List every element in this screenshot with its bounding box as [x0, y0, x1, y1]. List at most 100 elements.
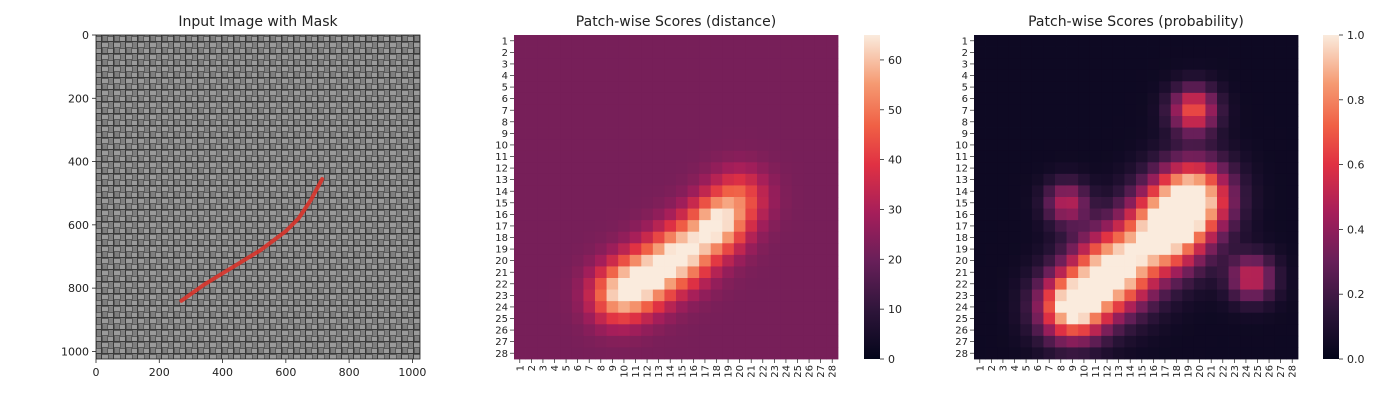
- heatmap-cell: [664, 173, 677, 186]
- heatmap-cell: [606, 278, 619, 290]
- heatmap-cell: [1170, 81, 1183, 94]
- heatmap-cell: [1228, 46, 1241, 59]
- heatmap-cell: [722, 243, 735, 256]
- heatmap-cell: [1031, 150, 1044, 163]
- heatmap-cell: [710, 266, 723, 279]
- heatmap-cell: [1205, 312, 1218, 325]
- heatmap-cell: [1008, 335, 1021, 348]
- colorbar-tick-label: 0: [888, 353, 895, 366]
- heatmap-cell: [710, 58, 723, 71]
- row-label: 4: [962, 71, 968, 82]
- heatmap-cell: [985, 162, 998, 175]
- heatmap-cell: [1286, 347, 1299, 360]
- heatmap-cell: [583, 220, 596, 233]
- heatmap-cell: [583, 324, 596, 337]
- heatmap-cell: [814, 231, 827, 244]
- heatmap-cell: [1274, 301, 1287, 314]
- heatmap-cell: [560, 46, 573, 59]
- heatmap-cell: [1136, 116, 1148, 128]
- heatmap-cell: [974, 208, 986, 221]
- heatmap-cell: [514, 69, 526, 82]
- heatmap-cell: [1286, 35, 1299, 47]
- heatmap-cell: [641, 278, 654, 290]
- heatmap-cell: [1136, 150, 1148, 163]
- heatmap-cell: [1008, 81, 1021, 94]
- heatmap-cell: [1251, 116, 1264, 128]
- heatmap-cell: [1031, 185, 1044, 198]
- heatmap-cell: [560, 324, 573, 337]
- heatmap-cell: [1182, 197, 1195, 209]
- heatmap-cell: [537, 139, 550, 152]
- heatmap-cell: [733, 312, 746, 325]
- row-label: 11: [495, 152, 508, 163]
- heatmap-cell: [1286, 162, 1299, 175]
- heatmap-cell: [629, 58, 642, 71]
- heatmap-cell: [1205, 335, 1218, 348]
- heatmap-cell: [826, 324, 839, 337]
- heatmap-cell: [1089, 324, 1102, 337]
- heatmap-cell: [606, 185, 619, 198]
- heatmap-cell: [1078, 278, 1091, 290]
- heatmap-cell: [1274, 243, 1287, 256]
- col-label: 27: [1276, 365, 1287, 378]
- heatmap-cell: [583, 185, 596, 198]
- heatmap-cell: [548, 324, 561, 337]
- heatmap-cell: [618, 150, 631, 163]
- heatmap-cell: [1008, 173, 1021, 186]
- heatmap-cell: [757, 35, 769, 47]
- heatmap-cell: [1020, 312, 1033, 325]
- heatmap-cell: [595, 312, 607, 325]
- heatmap-cell: [1182, 104, 1195, 117]
- heatmap-cell: [687, 335, 700, 348]
- heatmap-cell: [1078, 127, 1091, 140]
- heatmap-cell: [1217, 46, 1229, 59]
- heatmap-cell: [1228, 278, 1241, 290]
- colorbar-tick-label: 0.4: [1347, 223, 1365, 236]
- heatmap-cell: [548, 243, 561, 256]
- heatmap-cell: [583, 231, 596, 244]
- x-tick-label: 800: [339, 366, 360, 379]
- heatmap-cell: [664, 197, 677, 209]
- heatmap-cell: [687, 81, 700, 94]
- heatmap-cell: [1008, 324, 1021, 337]
- heatmap-cell: [1101, 81, 1114, 94]
- heatmap-cell: [1101, 173, 1114, 186]
- heatmap-cell: [583, 139, 596, 152]
- heatmap-cell: [733, 162, 746, 175]
- heatmap-cell: [1136, 231, 1148, 244]
- heatmap-cell: [1251, 266, 1264, 279]
- heatmap-cell: [1043, 104, 1056, 117]
- heatmap-cell: [791, 266, 804, 279]
- heatmap-cell: [1217, 139, 1229, 152]
- heatmap-cell: [1159, 173, 1172, 186]
- col-label: 22: [1218, 365, 1229, 378]
- heatmap-cell: [757, 104, 769, 117]
- heatmap-cell: [1170, 46, 1183, 59]
- heatmap-cell: [1055, 208, 1067, 221]
- heatmap-cell: [618, 185, 631, 198]
- heatmap-cell: [1136, 127, 1148, 140]
- heatmap-cell: [710, 254, 723, 267]
- heatmap-cell: [1066, 185, 1079, 198]
- heatmap-cell: [757, 162, 769, 175]
- heatmap-cell: [687, 46, 700, 59]
- heatmap-cell: [1112, 81, 1125, 94]
- row-label: 25: [955, 314, 968, 325]
- heatmap-cell: [826, 335, 839, 348]
- heatmap-cell: [803, 162, 816, 175]
- heatmap-cell: [641, 127, 654, 140]
- heatmap-cell: [525, 150, 538, 163]
- heatmap-cell: [687, 208, 700, 221]
- heatmap-cell: [1170, 35, 1183, 47]
- heatmap-cell: [1263, 266, 1276, 279]
- heatmap-cell: [1147, 231, 1160, 244]
- heatmap-cell: [803, 266, 816, 279]
- heatmap-cell: [1020, 104, 1033, 117]
- heatmap-cell: [1263, 92, 1276, 105]
- heatmap-cell: [1020, 35, 1033, 47]
- heatmap-cell: [1066, 104, 1079, 117]
- heatmap-cell: [733, 243, 746, 256]
- heatmap-cell: [699, 185, 712, 198]
- heatmap-cell: [974, 69, 986, 82]
- heatmap-cell: [537, 347, 550, 360]
